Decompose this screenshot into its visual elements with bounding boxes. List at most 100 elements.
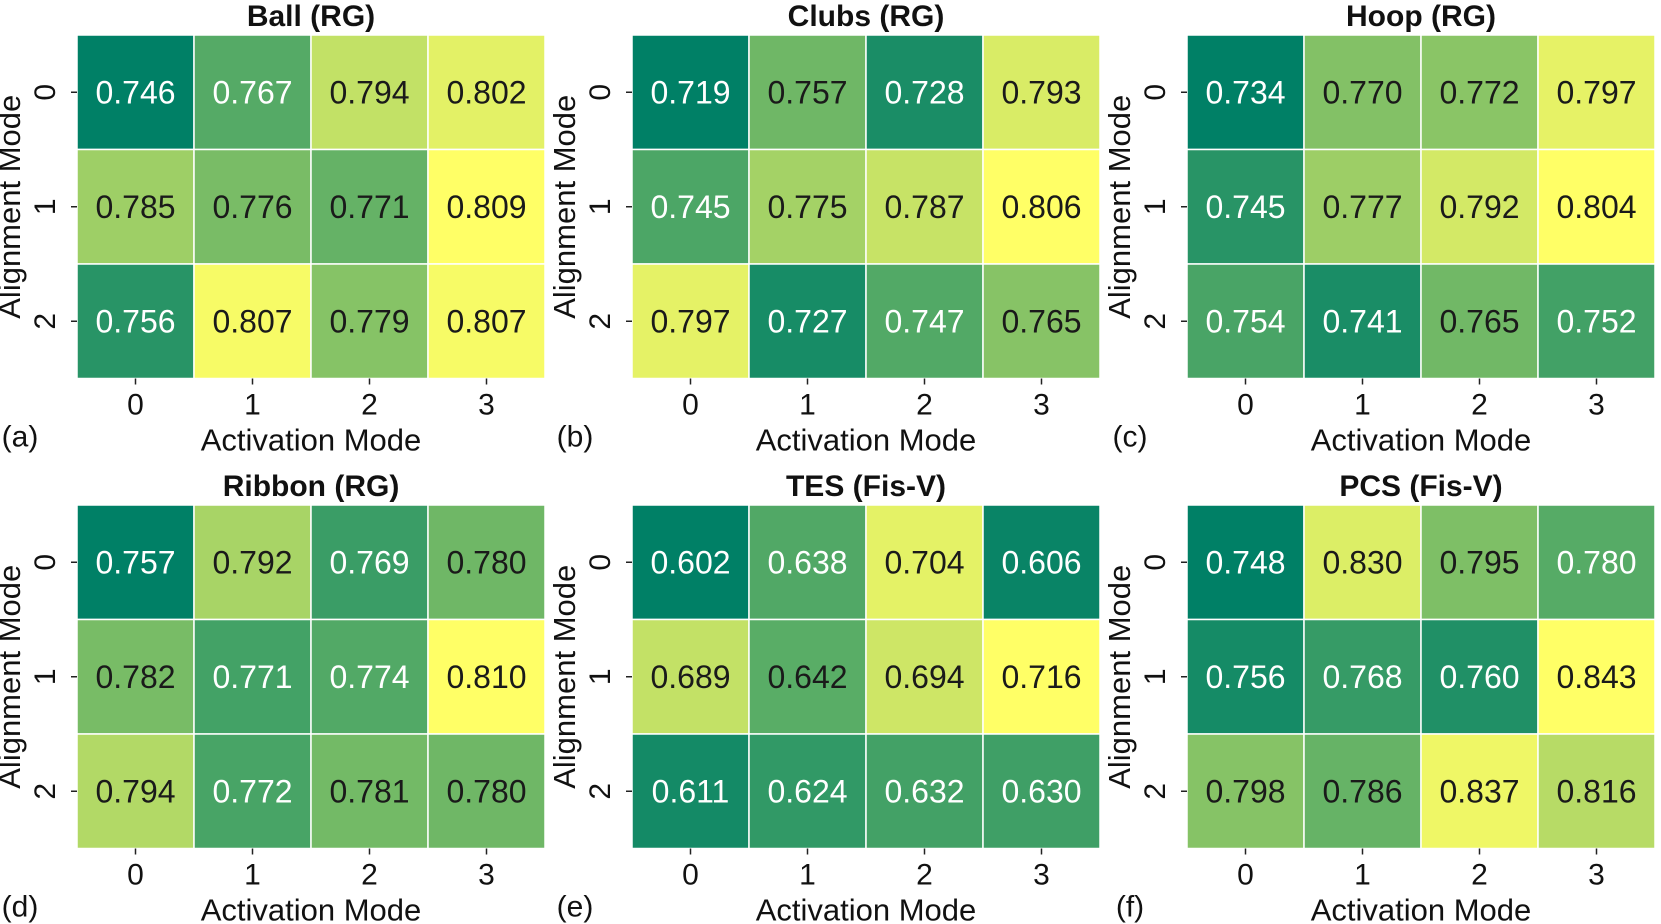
- heatmap-cell-r1-c2: [865, 618, 984, 735]
- cell-value-label-r1-c2: 0.694: [884, 659, 964, 695]
- y-tick-label-2: 2: [29, 313, 62, 330]
- cell-value-label-r2-c1: 0.807: [212, 303, 292, 339]
- heatmap-cell-r0-c3: [982, 34, 1101, 151]
- x-axis-label: Activation Mode: [201, 893, 422, 924]
- y-axis-label: Alignment Mode: [1102, 95, 1137, 319]
- x-tick-label-3: 3: [1588, 859, 1605, 892]
- cell-value-label-r2-c3: 0.630: [1001, 773, 1081, 809]
- cell-value-label-r2-c0: 0.797: [650, 303, 730, 339]
- y-tick-label-0: 0: [1139, 84, 1172, 101]
- heatmap-cell-r2-c0: [1186, 263, 1305, 380]
- heatmap-cell-r1-c1: [193, 148, 312, 265]
- heatmap-cell-r2-c1: [1303, 263, 1422, 380]
- cell-value-label-r0-c2: 0.794: [329, 74, 409, 110]
- heatmap-cell-r1-c3: [982, 618, 1101, 735]
- heatmap-cell-r0-c0: [631, 34, 750, 151]
- heatmap-cell-r0-c1: [748, 34, 867, 151]
- cell-value-label-r1-c1: 0.775: [767, 189, 847, 225]
- panel-title: Ribbon (RG): [223, 470, 400, 503]
- heatmap-panel-2: 0.719 0.757 0.728 0.793 0.745 0.775 0.787 0.806…: [547, 0, 1101, 458]
- heatmap-cell-r0-c3: [1537, 34, 1656, 151]
- cell-value-label-r0-c0: 0.746: [95, 74, 175, 110]
- y-axis-label: Alignment Mode: [1102, 565, 1137, 789]
- heatmap-cell-r1-c1: [748, 618, 867, 735]
- heatmap-panel-4: 0.757 0.792 0.769 0.780 0.782 0.771 0.774 0.810…: [0, 470, 546, 924]
- heatmap-cell-r2-c0: [1186, 733, 1305, 850]
- heatmap-cell-r2-c3: [1537, 263, 1656, 380]
- heatmap-cell-r1-c2: [310, 618, 429, 735]
- heatmap-cell-r2-c0: [631, 733, 750, 850]
- cell-value-label-r0-c2: 0.728: [884, 74, 964, 110]
- heatmap-cell-r0-c3: [427, 504, 546, 621]
- cell-value-label-r1-c3: 0.804: [1556, 189, 1636, 225]
- x-tick-label-0: 0: [682, 859, 699, 892]
- panel-letter: (e): [557, 891, 594, 924]
- cell-value-label-r2-c0: 0.794: [95, 773, 175, 809]
- cell-value-label-r2-c3: 0.780: [446, 773, 526, 809]
- cell-value-label-r1-c2: 0.760: [1439, 659, 1519, 695]
- y-axis-label: Alignment Mode: [0, 95, 27, 319]
- heatmap-cell-r0-c0: [76, 34, 195, 151]
- y-tick-label-0: 0: [584, 554, 617, 571]
- cell-value-label-r1-c3: 0.716: [1001, 659, 1081, 695]
- panel-letter: (c): [1113, 421, 1148, 454]
- y-tick-label-2: 2: [584, 783, 617, 800]
- y-tick-label-0: 0: [29, 84, 62, 101]
- y-tick-label-2: 2: [29, 783, 62, 800]
- cell-value-label-r2-c2: 0.632: [884, 773, 964, 809]
- panel-letter: (a): [2, 421, 39, 454]
- x-tick-label-1: 1: [1354, 389, 1371, 422]
- heatmap-cell-r0-c1: [1303, 504, 1422, 621]
- cell-value-label-r0-c2: 0.795: [1439, 544, 1519, 580]
- cell-value-label-r2-c0: 0.754: [1205, 303, 1285, 339]
- heatmap-panel-5: 0.602 0.638 0.704 0.606 0.689 0.642 0.694 0.716…: [547, 470, 1101, 924]
- x-tick-label-2: 2: [1471, 389, 1488, 422]
- y-axis-label: Alignment Mode: [547, 95, 582, 319]
- heatmap-cell-r0-c0: [631, 504, 750, 621]
- y-tick-label-0: 0: [1139, 554, 1172, 571]
- cell-value-label-r2-c2: 0.837: [1439, 773, 1519, 809]
- y-tick-label-2: 2: [584, 313, 617, 330]
- cell-value-label-r1-c0: 0.745: [650, 189, 730, 225]
- cell-value-label-r1-c2: 0.792: [1439, 189, 1519, 225]
- x-tick-label-1: 1: [799, 859, 816, 892]
- cell-value-label-r0-c1: 0.792: [212, 544, 292, 580]
- heatmap-cell-r1-c3: [427, 618, 546, 735]
- heatmap-cell-r1-c0: [1186, 618, 1305, 735]
- heatmap-cell-r2-c2: [865, 263, 984, 380]
- panel-title: Hoop (RG): [1346, 0, 1496, 33]
- cell-value-label-r1-c1: 0.771: [212, 659, 292, 695]
- cell-value-label-r0-c0: 0.734: [1205, 74, 1285, 110]
- cell-value-label-r2-c0: 0.611: [652, 773, 730, 809]
- cell-value-label-r1-c0: 0.785: [95, 189, 175, 225]
- cell-value-label-r2-c0: 0.756: [95, 303, 175, 339]
- heatmap-cell-r1-c2: [1420, 148, 1539, 265]
- cell-value-label-r2-c1: 0.727: [767, 303, 847, 339]
- cell-value-label-r1-c2: 0.771: [329, 189, 409, 225]
- cell-value-label-r1-c1: 0.776: [212, 189, 292, 225]
- heatmap-cell-r1-c0: [76, 148, 195, 265]
- y-axis-label: Alignment Mode: [547, 565, 582, 789]
- heatmap-cell-r2-c3: [982, 733, 1101, 850]
- heatmap-cell-r1-c0: [631, 148, 750, 265]
- heatmap-cell-r0-c0: [1186, 504, 1305, 621]
- cell-value-label-r2-c2: 0.747: [884, 303, 964, 339]
- cell-value-label-r2-c3: 0.752: [1556, 303, 1636, 339]
- heatmap-cell-r0-c0: [76, 504, 195, 621]
- heatmap-cell-r0-c2: [1420, 34, 1539, 151]
- x-tick-label-3: 3: [1033, 389, 1050, 422]
- heatmap-cell-r2-c3: [427, 733, 546, 850]
- cell-value-label-r1-c3: 0.809: [446, 189, 526, 225]
- y-tick-label-1: 1: [29, 198, 62, 215]
- y-tick-label-2: 2: [1139, 313, 1172, 330]
- cell-value-label-r0-c2: 0.704: [884, 544, 964, 580]
- cell-value-label-r0-c3: 0.802: [446, 74, 526, 110]
- x-tick-label-0: 0: [1237, 859, 1254, 892]
- x-tick-label-3: 3: [1033, 859, 1050, 892]
- cell-value-label-r0-c2: 0.772: [1439, 74, 1519, 110]
- y-axis-label: Alignment Mode: [0, 565, 27, 789]
- heatmap-cell-r2-c1: [193, 263, 312, 380]
- heatmap-cell-r0-c0: [1186, 34, 1305, 151]
- heatmap-cell-r1-c1: [1303, 618, 1422, 735]
